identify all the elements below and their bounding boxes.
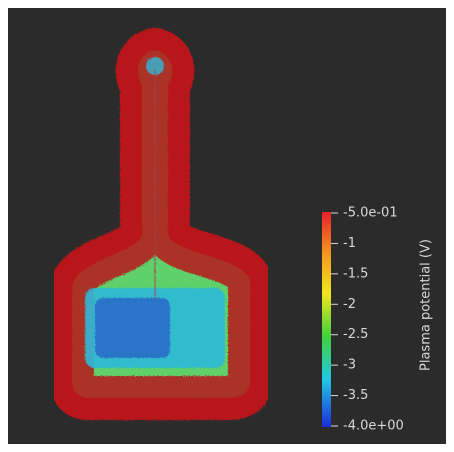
tick-label: -2.5 — [343, 327, 368, 342]
tick-label: -2 — [343, 297, 356, 312]
tick-label: -4.0e+00 — [343, 419, 404, 434]
tick-label: -1 — [343, 236, 356, 251]
inner-blue — [95, 298, 170, 358]
color-bar-title: Plasma potential (V) — [419, 239, 434, 371]
tick-label: -3.5 — [343, 388, 368, 403]
tick-label: -3 — [343, 358, 356, 373]
screenshot: Plasma potential (V) -5.0e-01 -1 -1.5 -2 -2.… — [0, 0, 454, 452]
tick-label: -1.5 — [343, 266, 368, 281]
tick-label: -5.0e-01 — [343, 206, 398, 221]
color-bar — [322, 212, 331, 427]
